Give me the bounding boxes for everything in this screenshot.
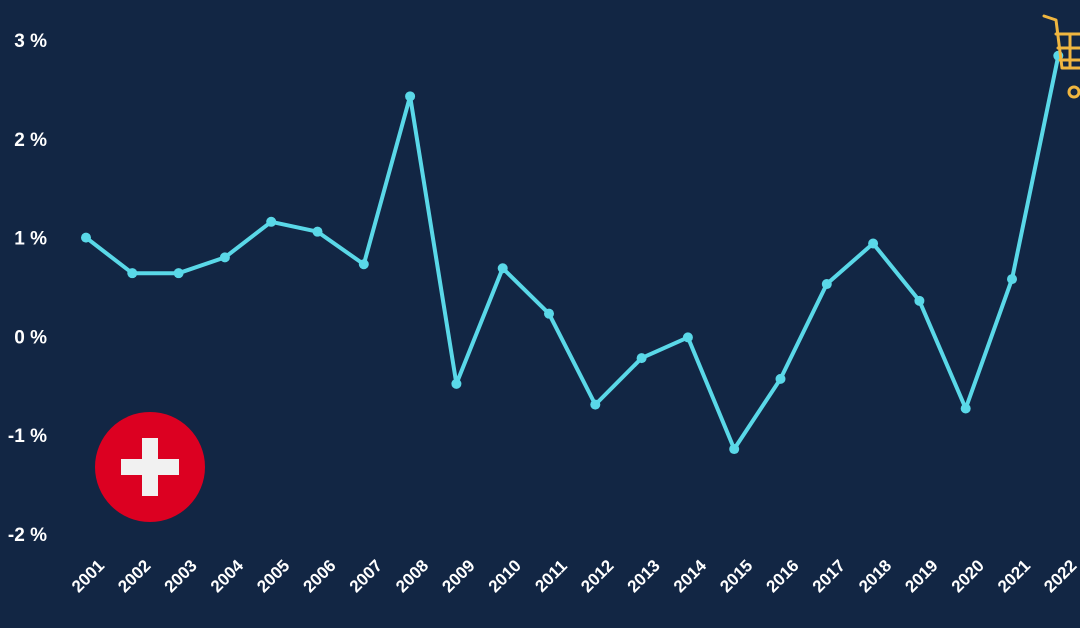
data-point [729, 444, 740, 455]
x-tick-label: 2012 [577, 556, 617, 596]
y-tick-label: 2 % [14, 130, 47, 151]
x-tick-label: 2006 [300, 556, 340, 596]
y-tick-label: -1 % [8, 426, 47, 447]
data-point [636, 353, 647, 364]
data-point [590, 399, 601, 410]
y-axis: 3 % 2 % 1 % 0 % -1 % -2 % [8, 31, 47, 546]
x-tick-label: 2004 [207, 556, 248, 597]
data-point [775, 373, 786, 384]
data-point [868, 238, 879, 249]
data-point [1007, 274, 1017, 285]
x-tick-label: 2002 [114, 556, 154, 596]
x-tick-label: 2019 [901, 556, 941, 596]
data-point [312, 226, 323, 237]
data-point [544, 308, 554, 319]
data-point [81, 232, 91, 243]
data-point [451, 378, 462, 389]
x-tick-label: 2015 [716, 556, 756, 596]
x-tick-label: 2016 [763, 556, 803, 596]
y-tick-label: 3 % [14, 31, 47, 52]
x-axis: 2001 2002 2003 2004 2005 2006 2007 2008 2009 2010… [68, 556, 1080, 597]
x-tick-label: 2003 [161, 556, 201, 596]
x-tick-label: 2011 [531, 556, 571, 596]
data-point [405, 91, 416, 102]
x-tick-label: 2021 [994, 556, 1034, 596]
x-tick-label: 2009 [438, 556, 478, 596]
data-point [821, 279, 832, 290]
x-tick-label: 2005 [253, 556, 293, 596]
x-tick-label: 2020 [948, 556, 988, 596]
series-line [84, 55, 1061, 451]
x-tick-label: 2022 [1040, 556, 1080, 596]
x-tick-label: 2010 [485, 556, 525, 596]
swiss-flag-icon [95, 412, 205, 522]
data-point [914, 295, 925, 306]
x-tick-label: 2017 [809, 556, 849, 596]
data-point [127, 268, 138, 279]
x-tick-label: 2014 [670, 556, 711, 597]
data-point [682, 332, 693, 343]
y-tick-label: 0 % [14, 327, 47, 348]
x-tick-label: 2007 [346, 556, 386, 596]
plot-area [81, 50, 1064, 455]
data-point [960, 403, 971, 414]
x-tick-label: 2013 [624, 556, 664, 596]
x-tick-label: 2008 [392, 556, 432, 596]
y-tick-label: 1 % [14, 229, 47, 250]
data-point [266, 216, 277, 227]
data-point [173, 268, 184, 279]
x-tick-label: 2001 [68, 556, 108, 596]
shopping-cart-icon [1042, 14, 1080, 99]
data-point [497, 263, 508, 274]
x-tick-label: 2018 [855, 556, 895, 596]
data-point [219, 252, 230, 263]
data-point [358, 259, 369, 270]
y-tick-label: -2 % [8, 525, 47, 546]
